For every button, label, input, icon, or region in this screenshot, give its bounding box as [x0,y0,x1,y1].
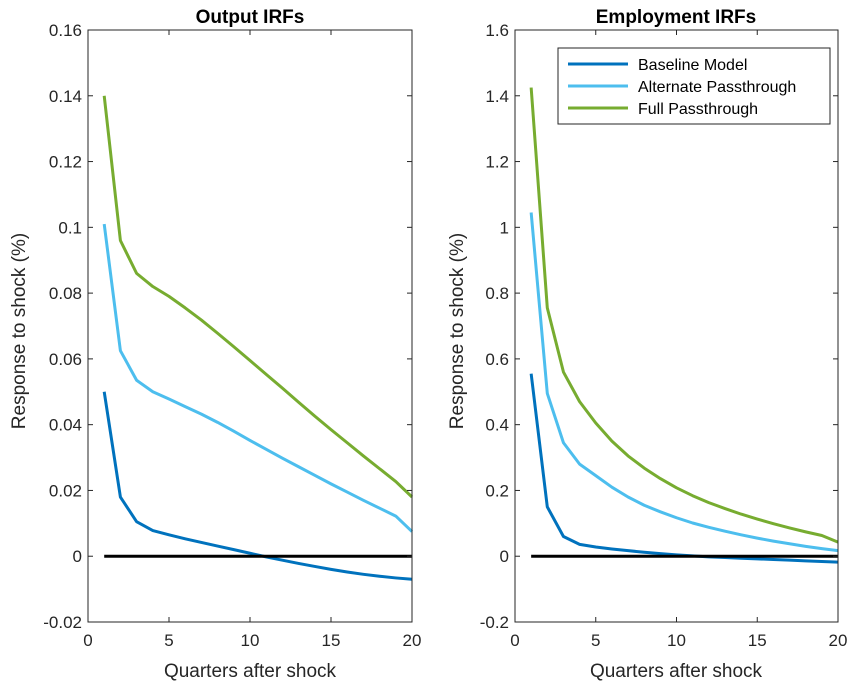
legend-label: Alternate Passthrough [638,79,796,96]
y-tick-label: 0.14 [49,87,82,106]
employment-irfs-panel: Employment IRFs Quarters after shock Res… [447,7,847,682]
legend: Baseline Model Alternate Passthrough Full … [557,47,831,125]
output-irfs-panel: Output IRFs Quarters after shock Respons… [9,7,421,682]
y-tick-label: 0.04 [49,416,82,435]
y-tick-label: 0.2 [485,481,509,500]
series-line-alternate-passthrough [529,212,839,553]
legend-label: Baseline Model [638,57,747,74]
axes-box [87,29,413,623]
y-tick-label: 0.06 [49,350,82,369]
x-tick-label: 10 [241,631,260,650]
y-tick-label: 0.8 [485,284,509,303]
y-tick-label: 0.16 [49,21,82,40]
series-line-full-passthrough [529,87,839,544]
y-tick-label: 0 [73,547,82,566]
series-line-baseline-model [102,391,413,581]
x-tick-label: 20 [403,631,422,650]
x-tick-label: 5 [591,631,600,650]
x-tick-label: 5 [164,631,173,650]
x-axis-label: Quarters after shock [590,661,763,682]
x-axis-label: Quarters after shock [164,661,337,682]
panel-title: Employment IRFs [596,7,756,28]
x-tick-label: 15 [322,631,341,650]
series-line-baseline-model [529,373,839,564]
y-axis-label: Response to shock (%) [9,233,30,429]
y-tick-label: -0.02 [43,613,82,632]
y-tick-label: 1.2 [485,153,509,172]
y-axis-label: Response to shock (%) [447,233,468,429]
y-tick-label: -0.2 [480,613,509,632]
x-tick-label: 10 [667,631,686,650]
legend-label: Full Passthrough [638,101,758,118]
y-tick-label: 0.12 [49,153,82,172]
x-tick-label: 20 [829,631,848,650]
series-line-alternate-passthrough [102,223,414,533]
y-tick-label: 0.1 [58,218,82,237]
x-tick-label: 0 [510,631,519,650]
panel-title: Output IRFs [196,7,305,28]
series-line-full-passthrough [102,95,414,499]
y-tick-label: 0.4 [485,416,509,435]
y-tick-label: 1 [500,218,509,237]
x-tick-label: 0 [83,631,92,650]
y-tick-label: 1.4 [485,87,509,106]
y-tick-label: 0.08 [49,284,82,303]
y-tick-label: 0.6 [485,350,509,369]
y-tick-label: 0.02 [49,481,82,500]
x-tick-label: 15 [748,631,767,650]
y-tick-label: 1.6 [485,21,509,40]
y-tick-label: 0 [500,547,509,566]
